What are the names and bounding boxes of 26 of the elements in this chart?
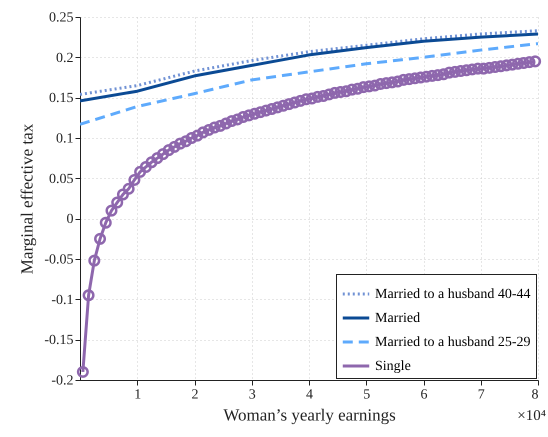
x-tick-label: 8 [532,388,538,402]
legend-label: Single [375,359,411,374]
x-tick-label: 3 [248,388,256,402]
y-tick-label: 0.2 [56,50,74,66]
x-tick-label: 1 [134,388,142,402]
y-axis-title: Marginal effective tax [17,123,36,274]
y-tick-label: -0.15 [44,333,74,348]
x-tick-label: 7 [478,388,485,402]
legend-label: Married to a husband 40-44 [375,287,531,302]
y-tick-label: 0.25 [49,10,74,26]
text: ×10⁴ [517,408,546,424]
y-tick-label: 0.15 [49,91,74,106]
x-tick-label: 2 [192,388,198,402]
x-axis-title: Woman’s yearly earnings [223,406,396,424]
y-tick-label: 0.1 [56,132,74,146]
y-tick-label: -0.05 [44,252,74,268]
y-tick-label: 0.05 [49,172,74,187]
legend-label: Married to a husband 25-29 [375,335,531,350]
y-tick-label: -0.2 [51,374,74,388]
y-tick-label: 0 [66,212,74,228]
legend-label: Married [375,311,420,326]
y-tick-label: -0.1 [51,292,74,308]
line-series [80,42,538,126]
x-tick-label: 4 [306,388,313,402]
x-tick-label: 6 [420,388,428,402]
x-tick-label: 5 [363,388,370,402]
